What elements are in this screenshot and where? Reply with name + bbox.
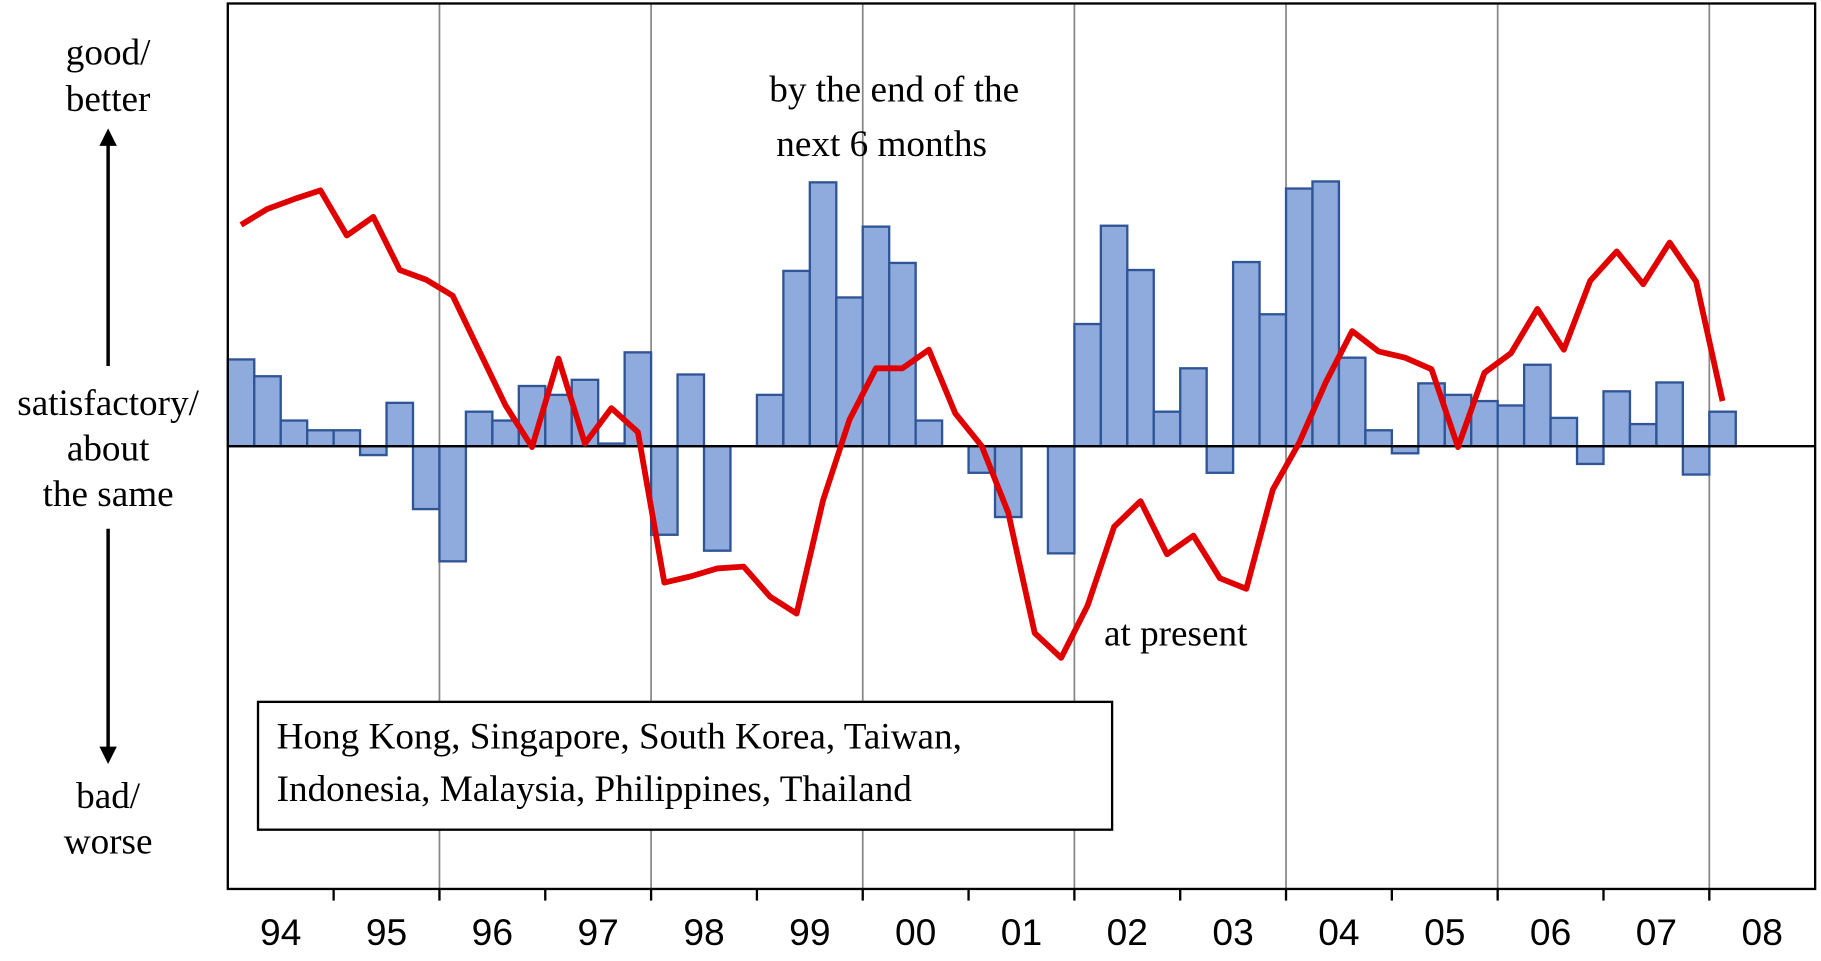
x-tick-label: 06 <box>1530 911 1571 953</box>
bar <box>1205 445 1235 474</box>
note-text: Hong Kong, Singapore, South Korea, Taiwa… <box>277 717 962 758</box>
y-label: good/ <box>66 32 151 73</box>
x-tick-label: 95 <box>366 911 407 953</box>
y-label: better <box>66 79 151 120</box>
bar <box>808 181 838 448</box>
bar <box>1681 445 1711 476</box>
y-label: about <box>67 429 150 470</box>
bar <box>226 358 256 448</box>
bar <box>306 429 335 448</box>
bar <box>411 445 441 511</box>
bar <box>888 261 917 448</box>
bar <box>676 373 706 448</box>
plot-frame <box>226 2 1817 891</box>
bar <box>544 393 573 448</box>
bar <box>1655 381 1685 448</box>
x-tick-label: 94 <box>260 911 301 953</box>
bar <box>1470 399 1499 448</box>
bar <box>279 419 309 448</box>
annotation: next 6 months <box>776 124 987 165</box>
bar <box>332 429 362 448</box>
bar <box>1708 410 1737 448</box>
bar <box>1364 429 1394 448</box>
bar <box>914 419 944 448</box>
bar <box>1496 404 1526 448</box>
bar <box>438 445 468 563</box>
bar <box>1099 224 1129 448</box>
note-box <box>256 700 1114 831</box>
bar <box>1602 390 1632 448</box>
bar <box>253 375 282 448</box>
bar <box>1284 187 1314 448</box>
x-tick-label: 98 <box>683 911 724 953</box>
line <box>239 187 1726 661</box>
bar <box>755 393 785 448</box>
note-text: Indonesia, Malaysia, Philippines, Thaila… <box>277 769 913 810</box>
x-tick-label: 07 <box>1636 911 1677 953</box>
x-tick-label: 02 <box>1107 911 1148 953</box>
bar <box>385 401 415 448</box>
x-tick-label: 01 <box>1001 911 1042 953</box>
marks <box>226 180 1816 661</box>
bar <box>464 410 494 448</box>
bar <box>1073 322 1103 448</box>
bar <box>702 445 732 552</box>
y-label: satisfactory/ <box>17 383 199 424</box>
bar <box>782 269 811 448</box>
annotation: at present <box>1104 613 1248 654</box>
y-label: worse <box>64 821 153 862</box>
x-tick-label: 05 <box>1424 911 1465 953</box>
x-tick-label: 04 <box>1318 911 1359 953</box>
annotation: by the end of the <box>769 69 1019 110</box>
bar <box>861 225 891 448</box>
bar <box>1575 445 1605 466</box>
x-tick-label: 97 <box>578 911 619 953</box>
bar <box>1549 416 1579 448</box>
y-label: bad/ <box>76 776 141 817</box>
x-tick-label: 03 <box>1212 911 1253 953</box>
x-tick-label: 99 <box>789 911 830 953</box>
bar <box>358 445 388 457</box>
bar <box>1046 445 1076 555</box>
bar <box>1231 260 1261 448</box>
x-tick-label: 96 <box>472 911 513 953</box>
y-label: the same <box>43 474 174 515</box>
x-tick-label: 08 <box>1742 911 1783 953</box>
bar <box>1179 367 1208 448</box>
bar <box>1258 313 1288 448</box>
bar <box>1337 356 1367 448</box>
bar <box>1152 410 1182 448</box>
x-tick-label: 00 <box>895 911 936 953</box>
bar <box>1126 268 1155 448</box>
bar <box>1522 363 1552 448</box>
bar <box>1628 422 1658 448</box>
